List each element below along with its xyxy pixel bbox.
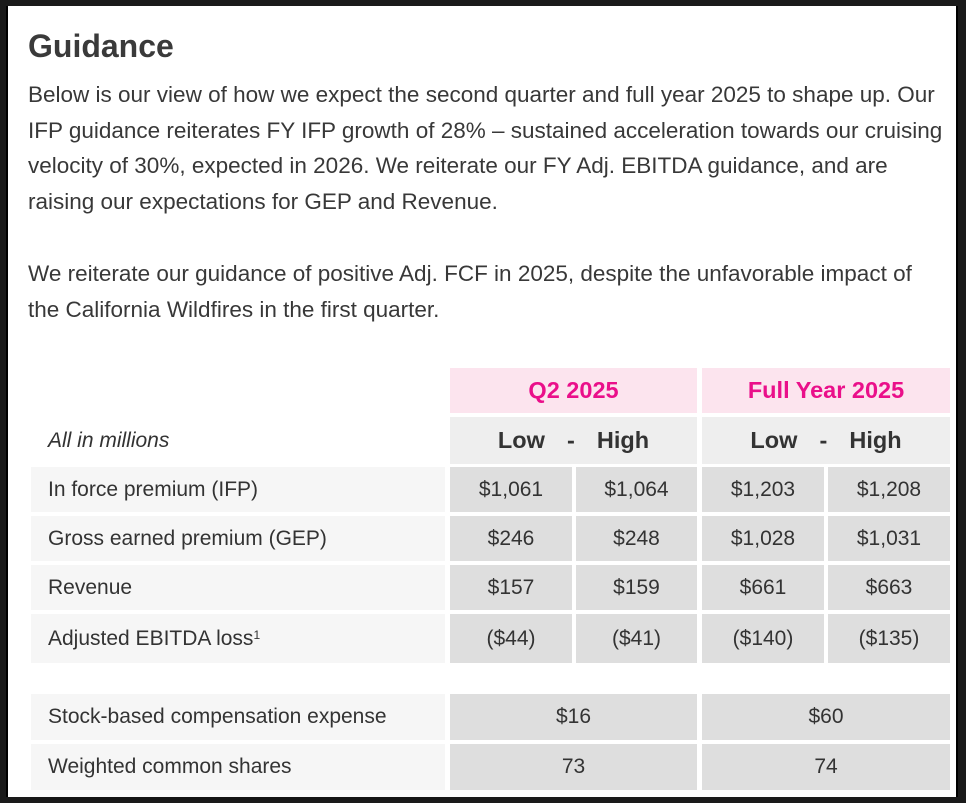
ebitda-q2-high: ($41) [576, 614, 697, 663]
row-label-weighted-shares: Weighted common shares [31, 744, 445, 790]
gep-q2-high: $248 [576, 516, 697, 561]
row-label-stock-comp: Stock-based compensation expense [31, 694, 445, 740]
units-note: All in millions [48, 428, 170, 452]
ebitda-fy-high: ($135) [828, 614, 950, 663]
stock-comp-fy: $60 [702, 694, 950, 740]
gep-fy-high: $1,031 [828, 516, 950, 561]
range-separator: - [819, 427, 828, 453]
range-header-fy: Low - High [702, 417, 950, 464]
guidance-panel: Guidance Below is our view of how we exp… [6, 6, 958, 797]
ebitda-q2-low: ($44) [450, 614, 572, 663]
revenue-fy-low: $661 [702, 565, 824, 610]
ebitda-fy-low: ($140) [702, 614, 824, 663]
intro-paragraph: Below is our view of how we expect the s… [28, 82, 943, 214]
range-separator: - [566, 427, 575, 453]
ifp-q2-high: $1,064 [576, 467, 697, 512]
row-label-adjusted-ebitda: Adjusted EBITDA loss 1 [31, 614, 445, 663]
row-label-revenue: Revenue [31, 565, 445, 610]
page-title: Guidance [28, 28, 174, 64]
low-label: Low [750, 427, 798, 453]
fcf-paragraph: We reiterate our guidance of positive Ad… [28, 261, 912, 322]
header-q2-2025: Q2 2025 [450, 368, 697, 413]
weighted-shares-fy: 74 [702, 744, 950, 790]
row-label-gep: Gross earned premium (GEP) [31, 516, 445, 561]
ifp-fy-high: $1,208 [828, 467, 950, 512]
low-label: Low [497, 427, 545, 453]
high-label: High [849, 427, 902, 453]
gep-q2-low: $246 [450, 516, 572, 561]
adjusted-ebitda-label: Adjusted EBITDA loss [48, 626, 254, 650]
row-label-ifp: In force premium (IFP) [31, 467, 445, 512]
revenue-q2-high: $159 [576, 565, 697, 610]
revenue-fy-high: $663 [828, 565, 950, 610]
header-full-year-2025: Full Year 2025 [702, 368, 950, 413]
revenue-q2-low: $157 [450, 565, 572, 610]
ifp-fy-low: $1,203 [702, 467, 824, 512]
gep-fy-low: $1,028 [702, 516, 824, 561]
range-header-q2: Low - High [450, 417, 697, 464]
weighted-shares-q2: 73 [450, 744, 697, 790]
ifp-q2-low: $1,061 [450, 467, 572, 512]
stock-comp-q2: $16 [450, 694, 697, 740]
high-label: High [596, 427, 650, 453]
